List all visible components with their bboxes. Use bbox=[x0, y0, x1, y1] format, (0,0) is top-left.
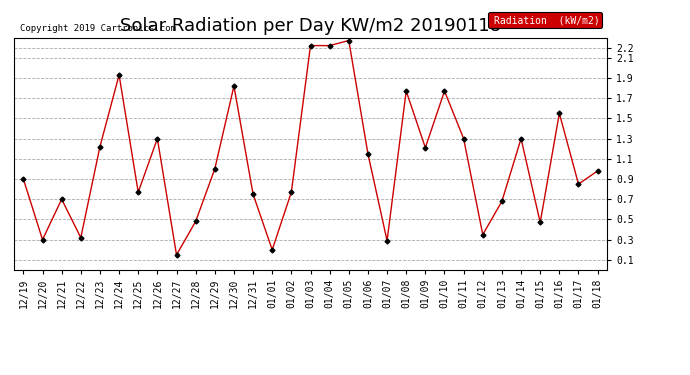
Title: Solar Radiation per Day KW/m2 20190118: Solar Radiation per Day KW/m2 20190118 bbox=[120, 16, 501, 34]
Text: Copyright 2019 Cartronics.com: Copyright 2019 Cartronics.com bbox=[20, 24, 176, 33]
Legend: Radiation  (kW/m2): Radiation (kW/m2) bbox=[488, 12, 602, 28]
